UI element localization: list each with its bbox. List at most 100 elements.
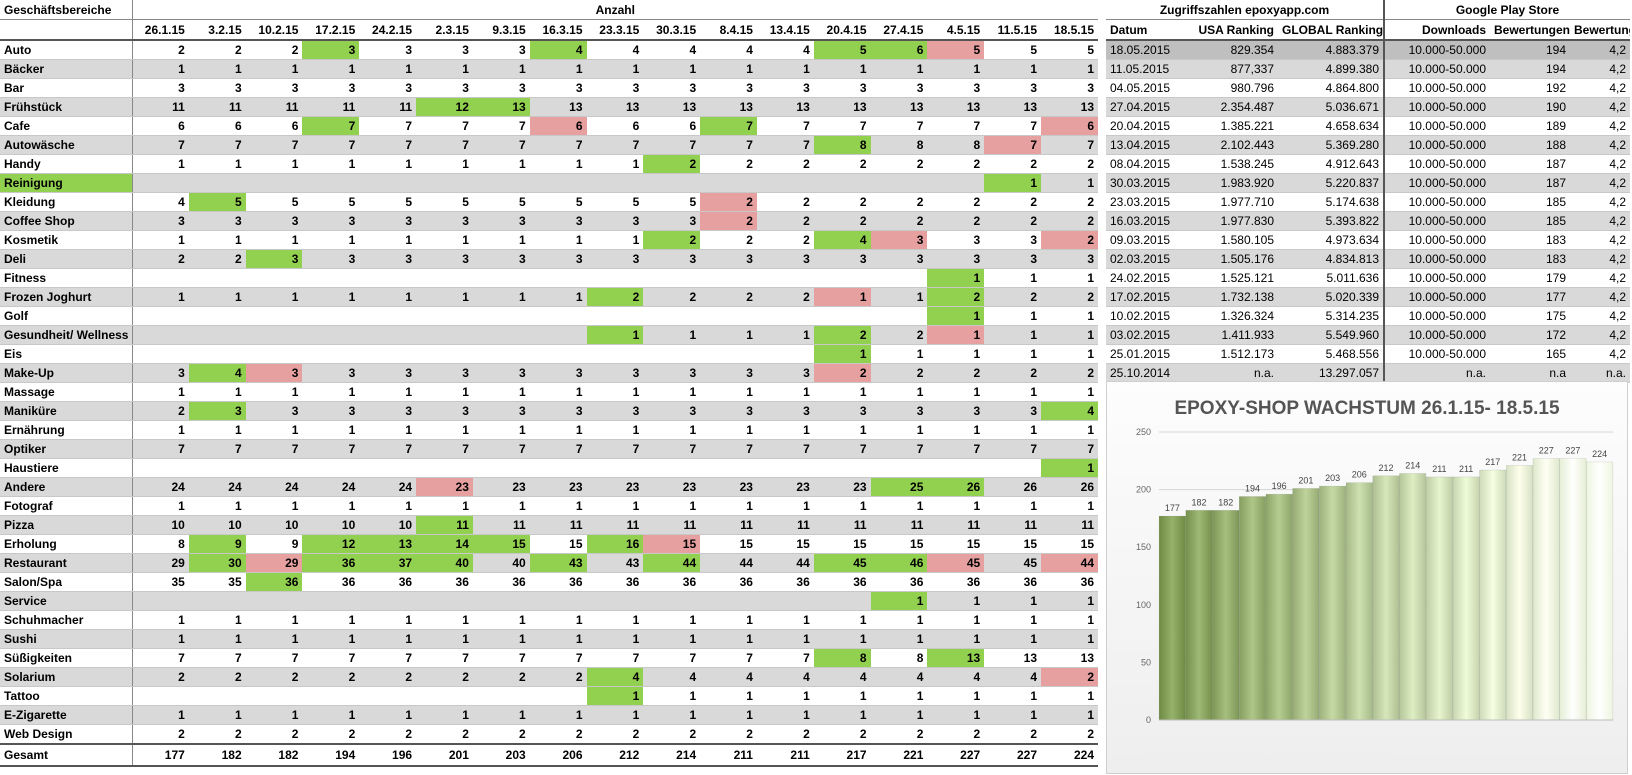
global-ranking-cell: 5.468.556: [1278, 344, 1384, 364]
value-cell: 1: [359, 382, 417, 402]
table-row: Fitness 1 1 1: [0, 268, 1098, 288]
value-cell: [132, 686, 189, 706]
value-cell: 1: [416, 287, 473, 307]
value-cell: 3: [416, 363, 473, 383]
table-row: E-Zigarette 1 1 1 1 1 1 1 1 1 1 1 1 1 1 1 1 1: [0, 705, 1098, 725]
value-cell: 1: [700, 610, 757, 630]
y-tick-label: 250: [1136, 427, 1151, 437]
value-cell: 4: [813, 230, 871, 250]
value-cell: 7: [643, 648, 701, 668]
datum-cell: 16.03.2015: [1106, 211, 1174, 231]
value-cell: 3: [359, 211, 417, 231]
date-header: 10.2.15: [245, 19, 303, 41]
value-cell: 1: [927, 268, 985, 288]
value-cell: 43: [586, 553, 644, 573]
table-row: 03.02.2015 1.411.933 5.549.960 10.000-50.00…: [1106, 325, 1630, 345]
value-cell: 2: [700, 287, 757, 307]
value-cell: 23: [529, 477, 587, 497]
value-cell: [416, 344, 473, 364]
total-cell: 206: [529, 743, 587, 767]
value-cell: 13: [529, 97, 587, 117]
chart-bar: [1238, 496, 1266, 721]
bewertungen-cell: 185: [1490, 192, 1570, 212]
value-cell: 1: [870, 420, 928, 440]
value-cell: 3: [359, 40, 417, 60]
value-cell: 7: [472, 135, 530, 155]
value-cell: 12: [302, 534, 360, 554]
value-cell: 36: [529, 572, 587, 592]
value-cell: 7: [416, 135, 473, 155]
value-cell: 1: [416, 382, 473, 402]
usa-ranking-cell: 1.538.245: [1174, 154, 1278, 174]
value-cell: [756, 344, 814, 364]
value-cell: 1: [870, 344, 928, 364]
bar-value-label: 224: [1592, 449, 1607, 459]
chart-bar: [1185, 510, 1213, 721]
value-cell: 1: [529, 230, 587, 250]
row-label: Auto: [0, 40, 133, 60]
value-cell: [586, 268, 644, 288]
value-cell: [188, 686, 246, 706]
value-cell: 7: [359, 648, 417, 668]
total-cell: 214: [643, 743, 701, 767]
value-cell: 1: [700, 629, 757, 649]
row-label: Andere: [0, 477, 133, 497]
value-cell: 7: [700, 439, 757, 459]
value-cell: 4: [643, 667, 701, 687]
value-cell: 3: [359, 249, 417, 269]
global-ranking-cell: 5.220.837: [1278, 173, 1384, 193]
value-cell: 1: [586, 610, 644, 630]
value-cell: 2: [927, 154, 985, 174]
value-cell: 11: [643, 515, 701, 535]
value-cell: 7: [870, 439, 928, 459]
chart-title: EPOXY-SHOP WACHSTUM 26.1.15- 18.5.15: [1174, 398, 1560, 419]
value-cell: [529, 325, 587, 345]
usa-ranking-cell: 1.525.121: [1174, 268, 1278, 288]
bewertung-cell: n.a.: [1570, 363, 1630, 383]
value-cell: 5: [1041, 40, 1098, 60]
y-tick-label: 100: [1136, 600, 1151, 610]
global-ranking-cell: 4.912.643: [1278, 154, 1384, 174]
bewertungen-cell: 194: [1490, 40, 1570, 60]
value-cell: 5: [586, 192, 644, 212]
value-cell: 1: [529, 287, 587, 307]
value-cell: 3: [529, 363, 587, 383]
value-cell: 1: [813, 287, 871, 307]
value-cell: 7: [245, 648, 303, 668]
value-cell: 6: [643, 116, 701, 136]
chart-y-axis: 0 50 100 150 200 250: [1136, 427, 1151, 725]
table-row: Sushi 1 1 1 1 1 1 1 1 1 1 1 1 1 1 1 1 1: [0, 629, 1098, 649]
value-cell: 3: [643, 401, 701, 421]
value-cell: 2: [302, 667, 360, 687]
bewertung-cell: 4,2: [1570, 116, 1630, 136]
total-cell: 227: [927, 743, 985, 767]
date-header: 3.2.15: [188, 19, 246, 41]
value-cell: 3: [472, 40, 530, 60]
value-cell: 7: [359, 439, 417, 459]
chart-bar: [1345, 482, 1373, 721]
value-cell: 1: [984, 268, 1042, 288]
table-row: Gesundheit/ Wellness 1 1 1 1 2 2 1 1 1: [0, 325, 1098, 345]
value-cell: 35: [188, 572, 246, 592]
value-cell: 2: [529, 667, 587, 687]
value-cell: 1: [700, 686, 757, 706]
bewertungen-cell: 172: [1490, 325, 1570, 345]
value-cell: 1: [529, 629, 587, 649]
value-cell: [529, 268, 587, 288]
chart-bar: [1559, 458, 1587, 721]
value-cell: 2: [132, 249, 189, 269]
value-cell: 11: [245, 97, 303, 117]
table-row: Maniküre 2 3 3 3 3 3 3 3 3 3 3 3 3 3 3 3 4: [0, 401, 1098, 421]
value-cell: 2: [700, 192, 757, 212]
value-cell: 15: [756, 534, 814, 554]
row-label: Service: [0, 591, 133, 611]
value-cell: 1: [359, 496, 417, 516]
value-cell: 6: [188, 116, 246, 136]
value-cell: 3: [359, 78, 417, 98]
value-cell: 2: [1041, 192, 1098, 212]
downloads-cell: 10.000-50.000: [1383, 154, 1490, 174]
value-cell: 15: [643, 534, 701, 554]
value-cell: 1: [245, 705, 303, 725]
value-cell: 11: [472, 515, 530, 535]
value-cell: 3: [984, 249, 1042, 269]
